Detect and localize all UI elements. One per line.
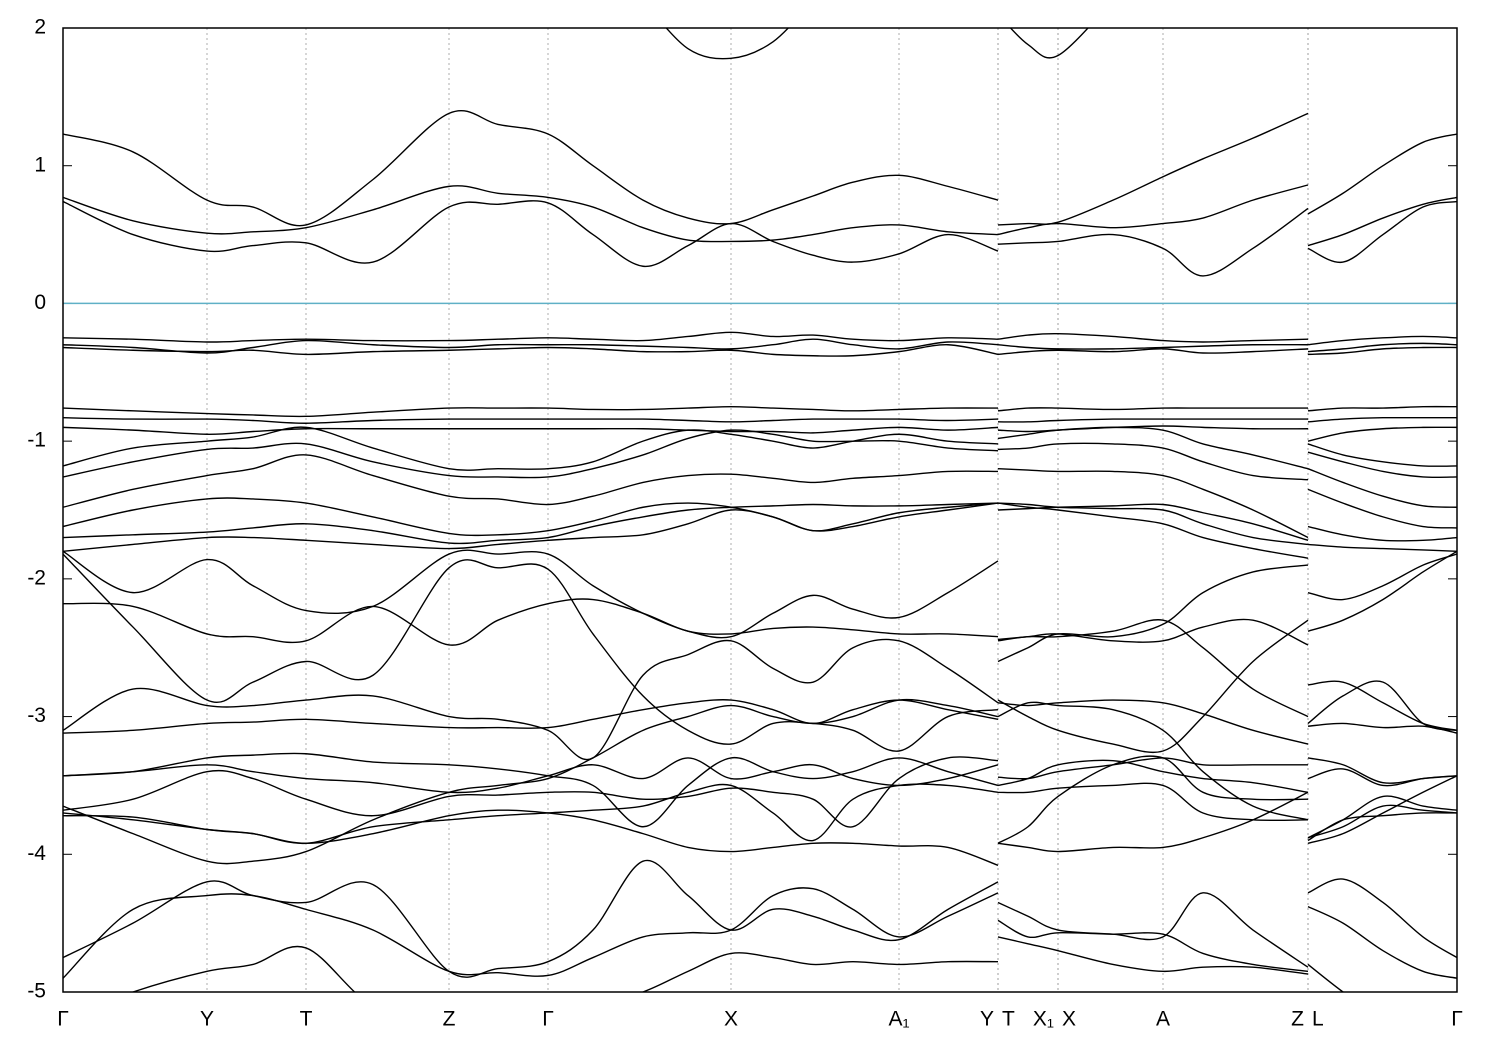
x-tick-label: X <box>724 1008 738 1031</box>
band-line <box>63 755 1457 844</box>
x-tick-label: Γ <box>1451 1008 1463 1031</box>
x-tick-label: Y <box>980 1008 994 1031</box>
x-tick-label: A₁ <box>888 1008 909 1031</box>
band-line <box>63 488 1457 546</box>
band-line <box>63 338 1457 354</box>
band-line <box>63 429 1457 481</box>
x-tick-label: L <box>1312 1008 1324 1031</box>
band-line <box>63 454 1457 539</box>
x-tick-label: Y <box>200 1008 214 1031</box>
band-line <box>63 887 1457 979</box>
band-line <box>63 344 1457 357</box>
band-line <box>63 331 1457 346</box>
band-line <box>63 405 1457 418</box>
band-line <box>63 752 1457 828</box>
bands <box>63 28 1457 992</box>
x-tick-label: T <box>300 1008 313 1031</box>
y-tick-label: -5 <box>27 980 46 1003</box>
y-tick-label: -3 <box>27 704 46 727</box>
band-line <box>63 110 1457 227</box>
x-tick-label: X₁ <box>1033 1008 1054 1031</box>
y-tick-label: 2 <box>34 16 46 39</box>
band-line <box>130 936 1345 992</box>
band-line <box>63 502 1457 545</box>
x-tick-label: X <box>1062 1008 1076 1031</box>
band-line <box>63 791 1457 866</box>
band-line <box>63 699 1457 745</box>
x-tick-label: Γ <box>542 1008 554 1031</box>
band-line <box>63 549 1457 663</box>
band-line <box>63 200 1457 277</box>
band-line <box>63 184 1457 247</box>
band-line <box>63 416 1457 424</box>
band-line <box>63 502 1457 559</box>
x-tick-label: T <box>1002 1008 1015 1031</box>
band-line <box>63 698 1457 865</box>
y-tick-label: 0 <box>34 291 46 314</box>
y-tick-label: -4 <box>27 842 46 865</box>
x-tick-label: A <box>1156 1008 1170 1031</box>
band-line <box>63 550 1457 754</box>
plot-frame <box>62 27 1458 993</box>
band-line <box>63 425 1457 442</box>
y-tick-label: -2 <box>27 566 46 589</box>
y-tick-label: -1 <box>27 429 46 452</box>
x-tick-label: Γ <box>57 1008 69 1031</box>
x-tick-label: Z <box>1291 1008 1304 1031</box>
y-tick-label: 1 <box>34 153 46 176</box>
x-tick-label: Z <box>443 1008 456 1031</box>
band-line <box>665 28 1089 60</box>
